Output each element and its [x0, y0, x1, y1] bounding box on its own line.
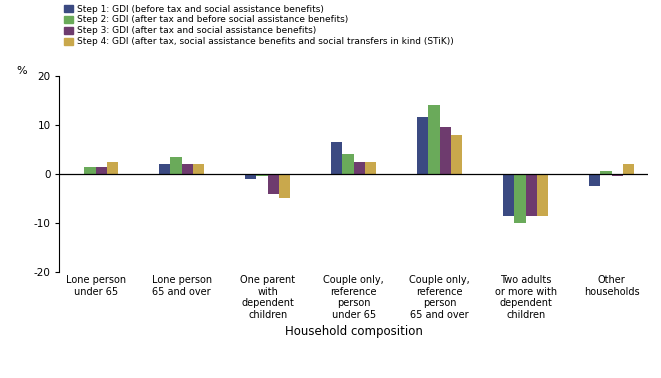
Bar [590, 174, 600, 186]
Bar [193, 164, 204, 174]
Bar [256, 174, 268, 176]
Bar [451, 135, 462, 174]
Bar [503, 174, 514, 215]
Bar [331, 142, 342, 174]
Text: %: % [16, 66, 26, 76]
Bar [600, 172, 611, 174]
Bar [279, 174, 290, 198]
Bar [354, 162, 365, 174]
Bar [245, 174, 256, 179]
Bar [623, 164, 634, 174]
Bar [96, 166, 107, 174]
Legend: Step 1: GDI (before tax and social assistance benefits), Step 2: GDI (after tax : Step 1: GDI (before tax and social assis… [64, 5, 453, 46]
Bar [428, 105, 440, 174]
Bar [365, 162, 376, 174]
Bar [440, 127, 451, 174]
Bar [514, 174, 525, 223]
Bar [85, 166, 96, 174]
Bar [171, 156, 182, 174]
Bar [537, 174, 548, 215]
X-axis label: Household composition: Household composition [285, 325, 422, 338]
Bar [417, 117, 428, 174]
Bar [342, 154, 354, 174]
Bar [159, 164, 171, 174]
Bar [107, 162, 118, 174]
Bar [525, 174, 537, 215]
Bar [182, 164, 193, 174]
Bar [611, 174, 623, 176]
Bar [268, 174, 279, 194]
